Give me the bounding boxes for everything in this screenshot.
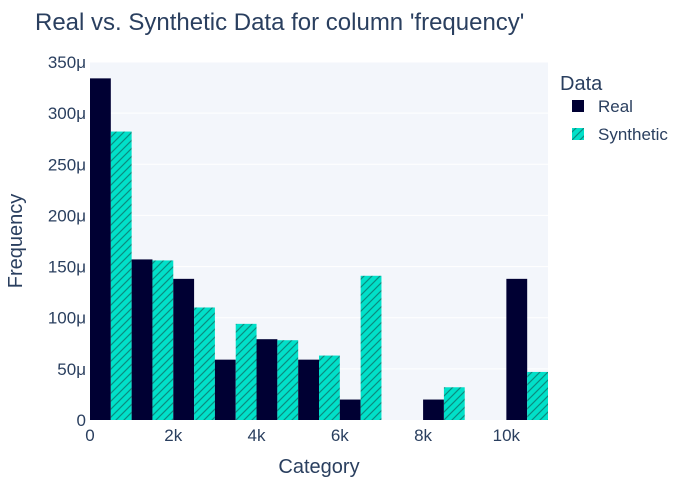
- y-axis-label: Frequency: [5, 194, 27, 289]
- bar-synthetic-1[interactable]: [152, 260, 174, 420]
- x-tick-label-4: 8k: [414, 426, 432, 445]
- x-axis-label: Category: [278, 456, 359, 478]
- bar-real-5[interactable]: [298, 359, 319, 420]
- y-tick-label-4: 200μ: [48, 206, 86, 225]
- bar-real-10[interactable]: [506, 278, 528, 420]
- y-tick-labels: 0 50μ 100μ 150μ 200μ 250μ 300μ 350μ: [48, 53, 86, 430]
- bar-real-3[interactable]: [214, 359, 236, 420]
- chart-title: Real vs. Synthetic Data for column 'freq…: [35, 9, 524, 36]
- x-tick-labels: 0 2k 4k 6k 8k 10k: [85, 426, 520, 445]
- x-tick-label-0: 0: [85, 426, 94, 445]
- legend: Data Real Synthetic: [560, 73, 668, 144]
- bar-synthetic-0[interactable]: [110, 131, 132, 420]
- bars: [90, 78, 548, 420]
- x-tick-label-3: 6k: [331, 426, 349, 445]
- x-tick-label-1: 2k: [164, 426, 182, 445]
- bar-synthetic-2[interactable]: [194, 307, 215, 420]
- y-tick-label-1: 50μ: [57, 360, 86, 379]
- bar-real-2[interactable]: [173, 278, 195, 420]
- bar-real-4[interactable]: [256, 339, 278, 420]
- y-tick-label-5: 250μ: [48, 155, 86, 174]
- legend-swatch-real: [572, 100, 584, 112]
- bar-synthetic-10[interactable]: [527, 371, 548, 420]
- legend-label-real: Real: [598, 97, 633, 116]
- bar-real-1[interactable]: [131, 259, 153, 420]
- legend-item-synthetic[interactable]: Synthetic: [572, 125, 668, 144]
- legend-item-real[interactable]: Real: [572, 97, 633, 116]
- bar-synthetic-5[interactable]: [319, 355, 340, 420]
- y-tick-label-0: 0: [77, 411, 86, 430]
- bar-real-8[interactable]: [423, 399, 444, 420]
- bar-synthetic-4[interactable]: [277, 340, 299, 420]
- legend-title: Data: [560, 73, 603, 95]
- y-tick-label-6: 300μ: [48, 104, 86, 123]
- y-tick-label-2: 100μ: [48, 309, 86, 328]
- y-tick-label-7: 350μ: [48, 53, 86, 72]
- bar-real-6[interactable]: [339, 399, 361, 420]
- y-tick-label-3: 150μ: [48, 258, 86, 277]
- bar-synthetic-3[interactable]: [235, 323, 257, 420]
- bar-real-0[interactable]: [90, 78, 111, 420]
- legend-label-synthetic: Synthetic: [598, 125, 668, 144]
- bar-synthetic-6[interactable]: [360, 275, 382, 420]
- bar-synthetic-8[interactable]: [443, 387, 465, 420]
- x-tick-label-2: 4k: [248, 426, 266, 445]
- x-tick-label-5: 10k: [493, 426, 521, 445]
- legend-swatch-synthetic: [572, 128, 584, 140]
